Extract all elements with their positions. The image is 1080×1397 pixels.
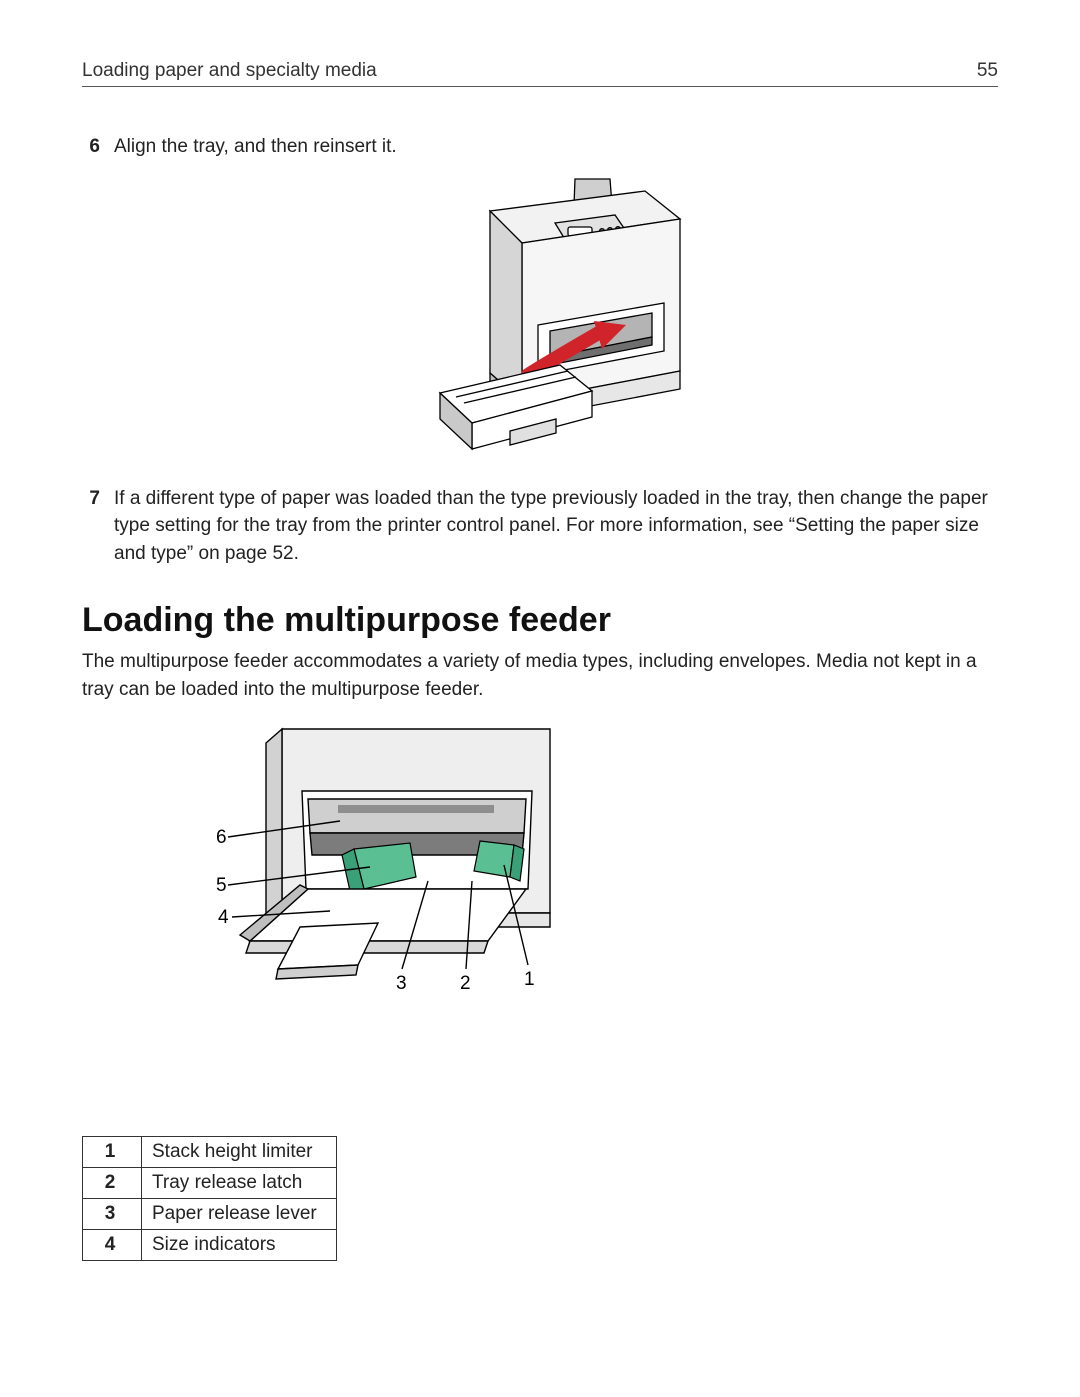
part-index: 3 xyxy=(83,1199,142,1230)
running-header-title: Loading paper and specialty media xyxy=(82,60,377,82)
part-index: 4 xyxy=(83,1230,142,1261)
step-6-number: 6 xyxy=(82,133,100,161)
callout-1: 1 xyxy=(524,969,535,990)
running-header-page-number: 55 xyxy=(977,60,998,82)
printer-tray-illustration xyxy=(380,175,700,465)
figure-multipurpose-feeder: 6 5 4 3 2 1 xyxy=(132,721,998,1006)
figure-printer-reinsert-tray xyxy=(82,175,998,465)
running-header: Loading paper and specialty media 55 xyxy=(82,60,998,87)
callout-6: 6 xyxy=(216,827,227,848)
part-index: 1 xyxy=(83,1137,142,1168)
parts-table: 1 Stack height limiter 2 Tray release la… xyxy=(82,1136,337,1261)
table-row: 1 Stack height limiter xyxy=(83,1137,337,1168)
table-row: 3 Paper release lever xyxy=(83,1199,337,1230)
step-6-text: Align the tray, and then reinsert it. xyxy=(114,133,998,161)
step-7-number: 7 xyxy=(82,485,100,513)
table-row: 4 Size indicators xyxy=(83,1230,337,1261)
step-7: 7 If a different type of paper was loade… xyxy=(82,485,998,568)
callout-5: 5 xyxy=(216,875,227,896)
section-body-multipurpose-feeder: The multipurpose feeder accommodates a v… xyxy=(82,648,998,703)
callout-2: 2 xyxy=(460,973,471,994)
callout-3: 3 xyxy=(396,973,407,994)
part-desc: Tray release latch xyxy=(142,1168,337,1199)
table-row: 2 Tray release latch xyxy=(83,1168,337,1199)
callout-4: 4 xyxy=(218,907,229,928)
part-desc: Stack height limiter xyxy=(142,1137,337,1168)
multipurpose-feeder-illustration: 6 5 4 3 2 1 xyxy=(132,721,592,1001)
part-desc: Paper release lever xyxy=(142,1199,337,1230)
section-heading-multipurpose-feeder: Loading the multipurpose feeder xyxy=(82,601,998,640)
step-6: 6 Align the tray, and then reinsert it. xyxy=(82,133,998,161)
step-7-text: If a different type of paper was loaded … xyxy=(114,485,998,568)
part-index: 2 xyxy=(83,1168,142,1199)
part-desc: Size indicators xyxy=(142,1230,337,1261)
